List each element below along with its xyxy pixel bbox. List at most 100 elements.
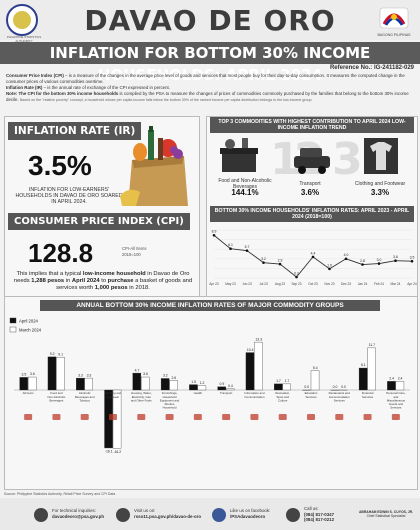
footer <box>0 498 420 530</box>
line-tick-label: Nov 23 <box>324 282 334 286</box>
commodity-bar <box>395 381 405 391</box>
legend-label: March 2024 <box>19 328 42 333</box>
commodity-category-label: Information and <box>244 391 264 395</box>
line-tick-label: Feb 24 <box>374 282 384 286</box>
commodity-bar-label: -16.2 <box>113 450 121 454</box>
commodity-bar-label: 10.4 <box>247 348 254 352</box>
commodity-icon <box>165 414 174 420</box>
food-icon <box>220 138 258 172</box>
footer-email[interactable]: For technical inquiries: davaodeoro@psa.g… <box>52 508 105 519</box>
commodity-bar-label: 1.7 <box>285 379 290 383</box>
legend-label: April 2024 <box>19 319 39 324</box>
reference-number: Reference No.: IG-241182-029 <box>329 65 414 71</box>
psa-logo-text: PHILIPPINE STATISTICS AUTHORITY <box>6 35 42 43</box>
top3-illustrations: 1 2 3 <box>220 134 398 178</box>
line-point <box>410 259 414 263</box>
commodity-icon <box>80 414 89 420</box>
commodity-category-label: Communication <box>244 395 264 399</box>
commodity-icon <box>193 414 202 420</box>
commodity-category-label: All items <box>23 391 34 395</box>
commodity-category-label: Personal Care, <box>386 391 405 395</box>
commodity-category-label: Health <box>194 391 203 395</box>
commodity-category-label: Financial <box>362 391 374 395</box>
commodity-bar <box>217 386 226 391</box>
commodity-bar <box>310 370 320 391</box>
commodity-bar-label: 3.6 <box>30 372 35 376</box>
commodity-bar <box>132 372 142 391</box>
top3-heading: TOP 3 COMMODITIES WITH HIGHEST CONTRIBUT… <box>210 117 414 133</box>
line-point-label: 4.4 <box>311 251 316 255</box>
commodity-category-label: Electricity, Gas <box>132 395 152 399</box>
line-tick-label: Jul 23 <box>259 282 268 286</box>
line-point-label: 3.0 <box>377 258 382 262</box>
commodity-category-label: Education <box>305 391 318 395</box>
cpi-base: CPI-All Items 2018=100 <box>122 246 147 257</box>
commodity-bar-label: 9.2 <box>50 352 55 356</box>
line-point <box>212 233 216 237</box>
commodity-bar <box>225 388 235 391</box>
facebook-icon <box>212 508 226 522</box>
commodity-bar <box>19 377 28 391</box>
psa-logo <box>6 4 38 36</box>
line-point <box>262 261 265 264</box>
line-point-label: 3.5 <box>410 256 415 260</box>
footer-facebook[interactable]: Like us on facebook:/PSAdavaodeoro <box>230 508 271 519</box>
commodity-category-label: Alcoholic <box>79 391 91 395</box>
commodity-bar-label: 0.9 <box>220 382 225 386</box>
commodity-bar <box>245 352 255 391</box>
commodity-icon <box>335 414 344 420</box>
commodity-bar <box>76 377 85 391</box>
footer-website[interactable]: Visit us on: rsso11.psa.gov.ph/davao-de-o… <box>134 508 202 519</box>
top3-name-1: Food and Non-Alcoholic Beverages <box>218 178 272 190</box>
commodity-category-label: Services <box>334 398 346 402</box>
commodity-bar-label: 3.5 <box>22 373 27 377</box>
commodity-category-label: Tobacco <box>79 398 90 402</box>
commodity-icon <box>137 414 146 420</box>
top3-value-2: 3.6% <box>300 188 320 197</box>
line-tick-label: Apr 24 <box>407 282 417 286</box>
line-tick-label: Jun 23 <box>242 282 252 286</box>
rank-numeral-3: 3 <box>332 134 363 178</box>
line-point-label: 3.2 <box>261 257 266 261</box>
commodity-bar <box>282 383 291 391</box>
line-point-label: 5.7 <box>245 245 250 249</box>
commodity-bar-label: 2.4 <box>398 377 403 381</box>
commodity-category-label: Equipment and <box>160 398 180 402</box>
commodity-bar-label: 2.4 <box>389 377 394 381</box>
commodity-bar <box>84 377 93 391</box>
cpi-heading: CONSUMER PRICE INDEX (CPI) <box>8 213 190 230</box>
commodity-bar-label: 3.3 <box>78 373 83 377</box>
commodity-bar-label: 6.1 <box>361 363 366 367</box>
commodity-bar-label: 1.2 <box>200 381 205 385</box>
line-tick-label: Oct 23 <box>308 282 318 286</box>
commodity-category-label: Transport <box>220 391 232 395</box>
line-tick-label: Jan 24 <box>358 282 368 286</box>
commodity-bar <box>254 341 263 391</box>
commodity-category-label: Culture <box>278 398 288 402</box>
commodity-bar-label: 0.0 <box>304 385 309 389</box>
line-point-label: 0.2 <box>294 271 299 275</box>
commodity-bar <box>274 383 283 391</box>
commodity-bar <box>387 381 396 391</box>
top3-name-2: Transport <box>299 181 321 187</box>
commodity-icon <box>391 414 400 420</box>
inflation-trend-line-chart: 8.9 Apr 23 6.1 May 23 5.7 Jun 23 3.2 Jul 23 2.9 A… <box>209 230 417 286</box>
cpi-description: This implies that a typical low-income h… <box>13 271 193 291</box>
commodity-category-label: Furnishings, <box>162 391 178 395</box>
commodity-bar-label: 3.3 <box>87 373 92 377</box>
line-point-label: 2.9 <box>278 258 283 262</box>
commodity-bar <box>47 356 57 391</box>
commodity-bar-label: 11.7 <box>369 343 375 347</box>
line-point-label: 6.1 <box>228 243 233 247</box>
line-point-label: 8.9 <box>212 230 217 234</box>
commodity-icon <box>363 414 372 420</box>
footer-phone: Call us: (084) 817-0347 (084) 817-0212 <box>304 506 335 523</box>
commodity-bar-label: -16.1 <box>105 450 113 454</box>
commodity-category-label: Household <box>163 406 177 410</box>
line-point <box>311 255 315 259</box>
page-title: DAVAO DE ORO <box>84 4 336 37</box>
commodity-icon <box>24 414 33 420</box>
commodity-category-label: Food and <box>50 391 63 395</box>
grocery-bag-icon <box>120 126 188 206</box>
